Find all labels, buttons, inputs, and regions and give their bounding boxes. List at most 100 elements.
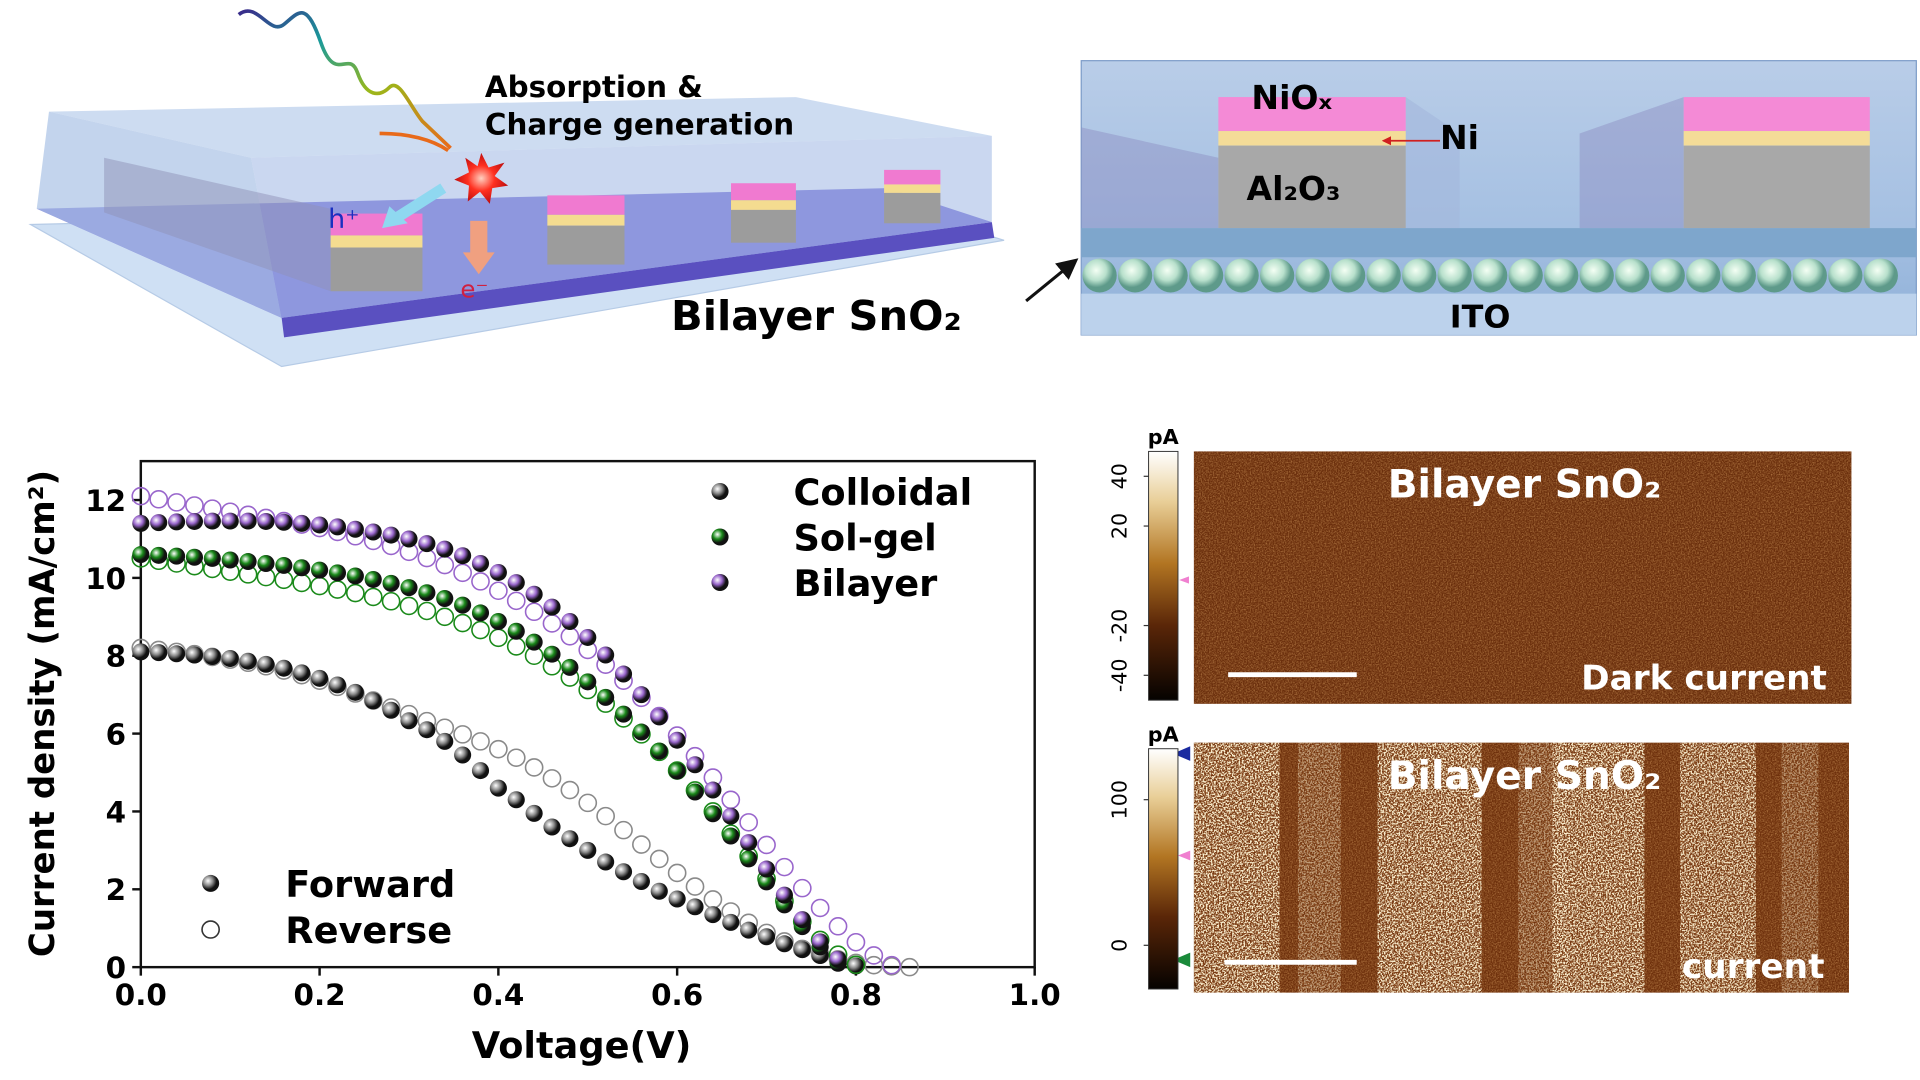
forward-point: [257, 512, 275, 530]
forward-point: [579, 628, 597, 646]
forward-point: [597, 646, 615, 664]
reverse-point: [506, 748, 526, 768]
forward-point: [436, 540, 454, 558]
forward-point: [489, 563, 507, 581]
forward-point: [328, 676, 347, 694]
forward-point: [597, 688, 615, 706]
colorbar-tick-label: -40: [1107, 658, 1131, 692]
forward-point: [257, 555, 275, 572]
al2o3-label: Al₂O₃: [1247, 169, 1341, 208]
colorbar-tick-label: -20: [1107, 609, 1131, 643]
legend-label: Colloidal: [793, 471, 972, 514]
forward-point: [239, 512, 257, 530]
cross-section: NiOₓ Ni Al₂O₃ ITO: [1080, 60, 1917, 336]
x-tick-label: 1.0: [1009, 978, 1061, 1012]
forward-point: [364, 570, 382, 588]
forward-point: [525, 804, 543, 822]
forward-point: [382, 526, 400, 544]
reverse-point: [792, 878, 812, 898]
nanoparticle: [1153, 258, 1188, 293]
nanoparticle: [1117, 258, 1153, 293]
forward-point: [293, 664, 311, 682]
forward-point: [811, 933, 829, 951]
plot-frame: [139, 459, 1036, 969]
forward-point: [704, 781, 722, 799]
reverse-point: [489, 581, 508, 601]
forward-point: [489, 779, 507, 797]
nio-label: NiOₓ: [1251, 78, 1332, 117]
legend-marker: [711, 528, 729, 546]
reverse-point: [542, 614, 562, 633]
y-tick-label: 8: [106, 640, 126, 674]
legend-label: Reverse: [285, 909, 452, 952]
forward-point: [185, 548, 204, 566]
y-tick-label: 10: [85, 562, 126, 596]
forward-point: [150, 514, 168, 532]
ito-label: ITO: [1450, 300, 1511, 336]
forward-point: [525, 633, 543, 651]
forward-point: [579, 673, 597, 691]
nanoparticle: [1082, 258, 1117, 293]
reverse-point: [489, 628, 508, 648]
colorbar-marker: [1173, 746, 1191, 761]
forward-point: [275, 659, 293, 677]
forward-point: [579, 841, 597, 859]
reverse-point: [417, 601, 437, 621]
forward-point: [346, 567, 364, 585]
reverse-point: [775, 857, 794, 877]
colorbar-tick-label: 40: [1107, 463, 1131, 489]
reverse-point: [506, 591, 526, 611]
nanoparticle: [1331, 258, 1366, 293]
y-tick-label: 4: [106, 795, 126, 829]
reverse-point: [381, 591, 401, 611]
forward-point: [757, 860, 776, 878]
device-schematic: Absorption & Charge generation h⁺ e⁻ Bil…: [28, 9, 1079, 368]
afm-panels: pA 40 20 -20 -40 Bilayer SnO₂ Dark current pA 10…: [1107, 425, 1852, 993]
nanoparticle: [1721, 258, 1756, 293]
forward-point: [507, 574, 525, 592]
forward-point: [275, 556, 293, 574]
forward-point: [454, 746, 472, 764]
forward-point: [543, 598, 561, 616]
reverse-point: [453, 563, 472, 583]
forward-point: [668, 731, 686, 749]
reverse-point: [900, 957, 919, 977]
forward-point: [364, 523, 382, 541]
forward-point: [722, 913, 740, 931]
afm-label: Dark current: [1581, 658, 1827, 698]
forward-point: [847, 957, 865, 975]
nanoparticle: [1863, 258, 1898, 293]
forward-point: [168, 547, 186, 565]
y-tick-label: 6: [106, 718, 126, 752]
forward-point: [382, 574, 400, 592]
reverse-point: [828, 916, 848, 936]
reverse-point: [703, 890, 723, 909]
colorbar-tick-label: 20: [1107, 513, 1131, 539]
y-tick-label: 12: [85, 484, 126, 518]
forward-point: [740, 921, 758, 939]
forward-point: [775, 935, 793, 953]
forward-point: [311, 669, 329, 687]
forward-point: [632, 723, 650, 741]
forward-point: [221, 649, 239, 667]
forward-point: [561, 612, 579, 630]
electron-label: e⁻: [460, 274, 488, 303]
y-axis-label: Current density (mA/cm²): [23, 470, 63, 957]
legend-marker: [711, 573, 729, 591]
forward-point: [382, 701, 400, 719]
reverse-point: [596, 806, 616, 826]
reverse-point: [578, 793, 598, 813]
colorbar-marker: [1173, 952, 1191, 968]
nanoparticle: [1508, 258, 1543, 293]
legend-label: Sol-gel: [793, 516, 936, 559]
reverse-point: [721, 790, 741, 810]
forward-point: [275, 513, 293, 531]
forward-point: [239, 553, 257, 571]
y-tick-label: 2: [106, 873, 126, 907]
reverse-point: [524, 602, 544, 622]
forward-point: [668, 890, 686, 908]
nanoparticle: [1295, 258, 1330, 293]
forward-point: [185, 512, 204, 530]
nanoparticle: [1792, 258, 1827, 293]
forward-point: [346, 520, 364, 538]
